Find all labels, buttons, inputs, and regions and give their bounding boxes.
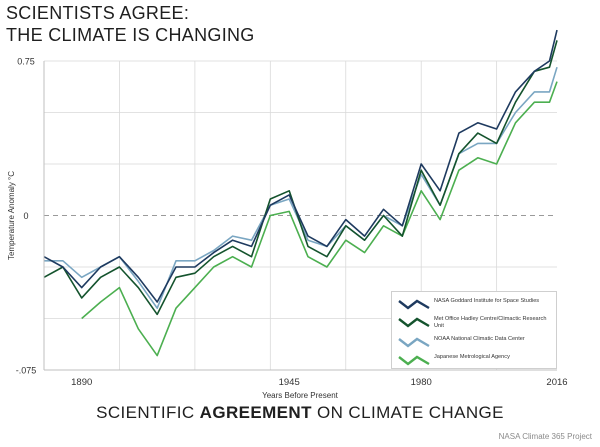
legend-swatch: [398, 355, 430, 366]
title-line-1: SCIENTISTS AGREE:: [6, 3, 190, 23]
y-axis-label: Temperature Anomaly °C: [7, 171, 16, 260]
y-tick-label: 0.75: [17, 57, 35, 67]
series-line-3: [81, 81, 558, 357]
legend-label: Met Office Hadley Centre/Climactic Resea…: [434, 316, 547, 329]
legend-label: NOAA National Climatic Data Center: [434, 336, 525, 342]
chart-subtitle: SCIENTIFIC AGREEMENT ON CLIMATE CHANGE: [0, 403, 600, 423]
y-tick-label: -.075: [16, 366, 37, 376]
legend-label: NASA Goddard Institute for Space Studies: [434, 298, 540, 304]
legend-swatch: [398, 337, 430, 348]
series-layer: [43, 29, 558, 357]
legend-item: NASA Goddard Institute for Space Studies: [392, 296, 558, 314]
legend-label: Japanese Metrological Agency: [434, 354, 510, 360]
series-line-1: [43, 40, 558, 316]
subtitle-pre: SCIENTIFIC: [96, 403, 200, 422]
series-line-0: [43, 29, 558, 303]
chart-title: SCIENTISTS AGREE: THE CLIMATE IS CHANGIN…: [6, 2, 255, 46]
x-tick-label: 2016: [546, 377, 567, 388]
x-tick-label: 1890: [71, 377, 92, 388]
legend-swatch: [398, 299, 430, 310]
temperature-anomaly-chart: 0.75 0 -.075 1890 1945 1980 2016 Years Before P…: [7, 29, 568, 401]
credit-text: NASA Climate 365 Project: [498, 432, 592, 441]
legend-item: NOAA National Climatic Data Center: [392, 334, 558, 352]
y-tick-label: 0: [23, 211, 28, 221]
x-axis-label: Years Before Present: [262, 391, 339, 400]
subtitle-post: ON CLIMATE CHANGE: [311, 403, 504, 422]
subtitle-bold: AGREEMENT: [199, 403, 312, 422]
legend-swatch: [398, 317, 430, 328]
x-tick-label: 1945: [279, 377, 300, 388]
x-tick-label: 1980: [411, 377, 432, 388]
legend-item: Met Office Hadley Centre/Climactic Resea…: [392, 314, 558, 332]
legend-item: Japanese Metrological Agency: [392, 352, 558, 370]
chart-axes: 0.75 0 -.075 1890 1945 1980 2016 Years Before P…: [7, 57, 568, 401]
title-line-2: THE CLIMATE IS CHANGING: [6, 25, 255, 45]
series-line-2: [44, 66, 558, 310]
chart-legend: NASA Goddard Institute for Space Studies…: [391, 291, 557, 369]
